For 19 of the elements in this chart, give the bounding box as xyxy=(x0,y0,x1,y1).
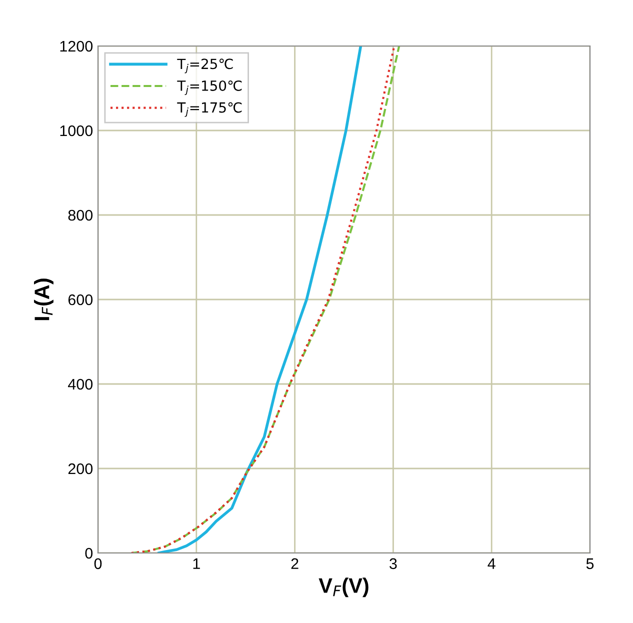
x-tick-label: 3 xyxy=(390,558,397,570)
x-tick-label: 2 xyxy=(291,558,298,569)
y-tick-label: 400 xyxy=(68,378,93,390)
x-tick-label: 0 xyxy=(94,558,102,570)
legend-label: T$_{j}$=175℃ xyxy=(177,102,242,117)
y-tick-label: 1000 xyxy=(60,125,93,136)
legend-label: T$_{j}$=25℃ xyxy=(177,58,233,74)
x-tick-label: 5 xyxy=(586,558,594,570)
x-tick-label: 4 xyxy=(488,558,496,569)
y-tick-label: 600 xyxy=(68,294,93,306)
y-tick-label: 0 xyxy=(85,548,93,559)
line-series xyxy=(158,46,362,553)
y-tick-label: 1200 xyxy=(60,40,93,52)
x-axis-title: V$_{F}$(V) xyxy=(318,578,368,598)
x-tick-label: 1 xyxy=(193,558,200,569)
y-tick-label: 800 xyxy=(68,210,93,221)
legend-label: T$_{j}$=150℃ xyxy=(177,80,242,96)
y-axis-title: I$_{F}$(A) xyxy=(34,278,54,320)
y-tick-label: 200 xyxy=(68,463,93,474)
